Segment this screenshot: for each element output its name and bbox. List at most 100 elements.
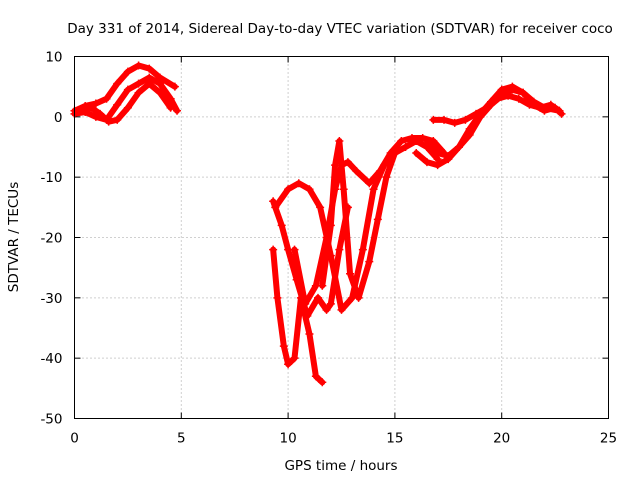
data-point-marker [390, 149, 399, 158]
data-point-marker [273, 293, 282, 302]
data-point-marker [482, 103, 491, 112]
data-point-marker [352, 167, 361, 176]
data-point-marker [331, 161, 340, 170]
data-point-marker [343, 158, 352, 167]
data-point-marker [508, 82, 517, 91]
data-point-marker [277, 221, 286, 230]
data-point-marker [166, 94, 175, 103]
data-point-marker [303, 311, 312, 320]
data-point-marker [113, 100, 122, 109]
data-point-marker [134, 79, 143, 88]
data-point-marker [422, 158, 431, 167]
x-axis-label: GPS time / hours [284, 458, 397, 474]
data-point-marker [346, 269, 355, 278]
y-tick-label: -50 [40, 412, 62, 428]
data-point-marker [305, 330, 314, 339]
data-point-marker [104, 117, 113, 126]
data-point-marker [375, 167, 384, 176]
y-tick-label: 10 [45, 50, 62, 66]
data-point-marker [497, 85, 506, 94]
data-point-marker [279, 342, 288, 351]
series-line-arc-deep-4 [291, 134, 448, 307]
data-point-marker [269, 197, 278, 206]
data-point-marker [461, 115, 470, 124]
y-tick-label: -10 [40, 170, 62, 186]
data-point-marker [525, 100, 534, 109]
data-point-marker [123, 103, 132, 112]
x-tick-label: 15 [386, 431, 403, 447]
data-point-marker [433, 149, 442, 158]
data-point-marker [401, 143, 410, 151]
data-point-marker [514, 94, 523, 103]
data-series [70, 61, 566, 387]
data-point-marker [96, 109, 105, 118]
data-point-marker [113, 79, 122, 88]
data-point-marker [450, 118, 459, 127]
data-point-marker [318, 281, 327, 290]
data-point-marker [337, 305, 346, 314]
data-point-marker [269, 245, 278, 254]
data-point-marker [134, 88, 143, 97]
data-point-marker [369, 185, 378, 194]
data-point-marker [318, 378, 327, 387]
series-line-arc-deep-3 [272, 137, 441, 313]
data-point-marker [271, 203, 280, 212]
data-point-marker [284, 360, 293, 369]
data-point-marker [339, 185, 348, 194]
data-point-marker [504, 91, 513, 100]
data-point-marker [87, 103, 96, 112]
data-point-marker [145, 64, 154, 73]
data-point-marker [290, 354, 299, 363]
data-point-marker [123, 67, 132, 76]
data-point-marker [134, 61, 143, 70]
data-point-marker [365, 257, 374, 266]
data-point-marker [412, 149, 421, 158]
x-tick-label: 25 [600, 431, 617, 447]
data-point-marker [335, 136, 344, 145]
data-point-marker [454, 143, 463, 151]
data-point-marker [429, 115, 438, 124]
data-point-marker [358, 245, 367, 254]
data-point-marker [145, 79, 154, 88]
series-line-arc-early-1 [71, 62, 178, 114]
data-point-marker [102, 94, 111, 103]
plot-frame [74, 56, 609, 419]
data-point-marker [326, 299, 335, 308]
data-point-marker [170, 82, 179, 91]
data-point-marker [294, 179, 303, 188]
data-point-marker [472, 109, 481, 118]
data-point-marker [555, 106, 564, 115]
data-point-marker [335, 245, 344, 254]
chart-title: Day 331 of 2014, Sidereal Day-to-day VTE… [67, 21, 613, 37]
x-tick-label: 0 [70, 431, 79, 447]
data-point-marker [311, 372, 320, 381]
data-point-marker [326, 221, 335, 230]
data-point-marker [113, 115, 122, 124]
y-tick-label: -30 [40, 291, 62, 307]
data-point-marker [290, 245, 299, 254]
data-point-marker [546, 100, 555, 109]
data-point-marker [373, 215, 382, 224]
data-point-marker [382, 173, 391, 182]
data-point-marker [322, 305, 331, 314]
data-point-marker [301, 299, 310, 308]
data-point-marker [166, 103, 175, 112]
data-point-marker [433, 161, 442, 170]
x-tick-label: 10 [280, 431, 297, 447]
y-tick-label: -40 [40, 351, 62, 367]
data-point-marker [316, 203, 325, 212]
data-point-marker [397, 136, 406, 145]
y-tick-label: 0 [54, 110, 63, 126]
data-point-marker [155, 88, 164, 97]
data-point-marker [444, 152, 453, 161]
data-point-marker [519, 88, 528, 97]
data-point-marker [465, 124, 474, 133]
data-point-marker [422, 136, 431, 145]
data-point-marker [493, 94, 502, 103]
x-tick-label: 20 [493, 431, 510, 447]
data-point-marker [305, 185, 314, 194]
data-point-marker [74, 108, 83, 117]
y-axis-label: SDTVAR / TECUs [6, 182, 22, 292]
data-point-marker [365, 179, 374, 188]
